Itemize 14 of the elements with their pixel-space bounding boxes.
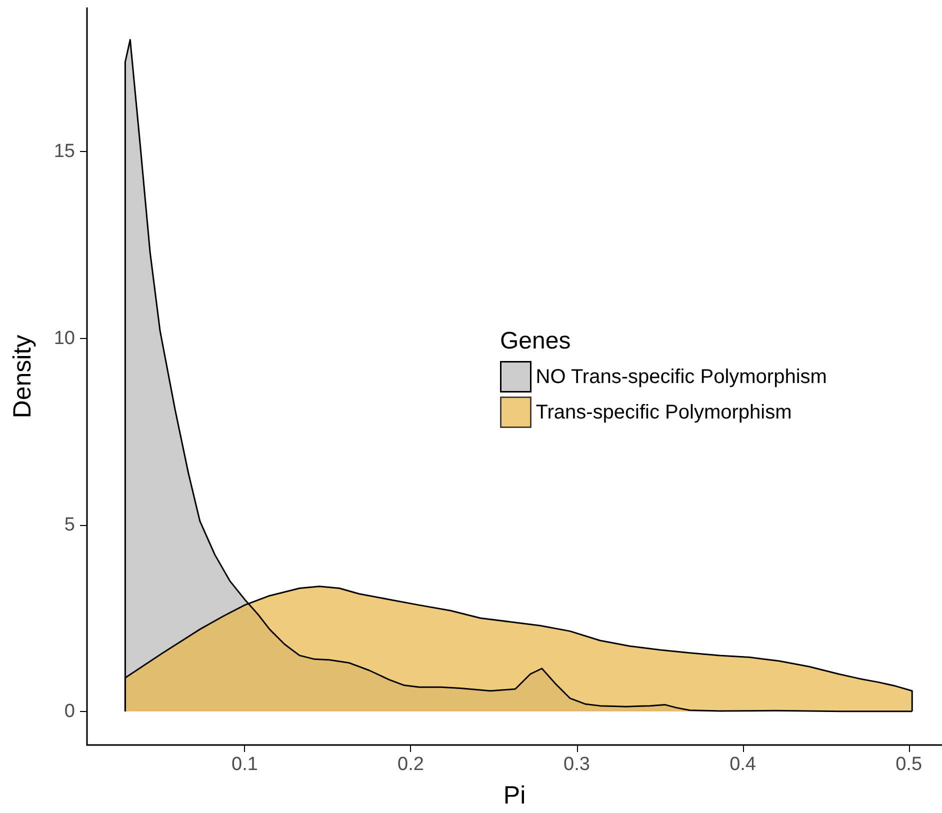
y-axis-title: Density xyxy=(8,334,36,418)
x-axis-title: Pi xyxy=(503,782,526,810)
legend-label: Trans-specific Polymorphism xyxy=(536,401,792,424)
legend-title: Genes xyxy=(500,328,571,354)
x-tick-label: 0.5 xyxy=(896,754,922,775)
y-tick-label: 0 xyxy=(64,700,75,722)
x-tick-label: 0.4 xyxy=(730,754,756,775)
y-tick-label: 10 xyxy=(54,328,75,349)
x-tick-label: 0.1 xyxy=(232,754,258,775)
x-tick-label: 0.2 xyxy=(398,754,424,775)
y-tick-label: 5 xyxy=(64,514,75,536)
y-tick-label: 15 xyxy=(54,141,75,162)
x-tick-label: 0.3 xyxy=(564,754,590,775)
legend-label: NO Trans-specific Polymorphism xyxy=(536,366,827,388)
